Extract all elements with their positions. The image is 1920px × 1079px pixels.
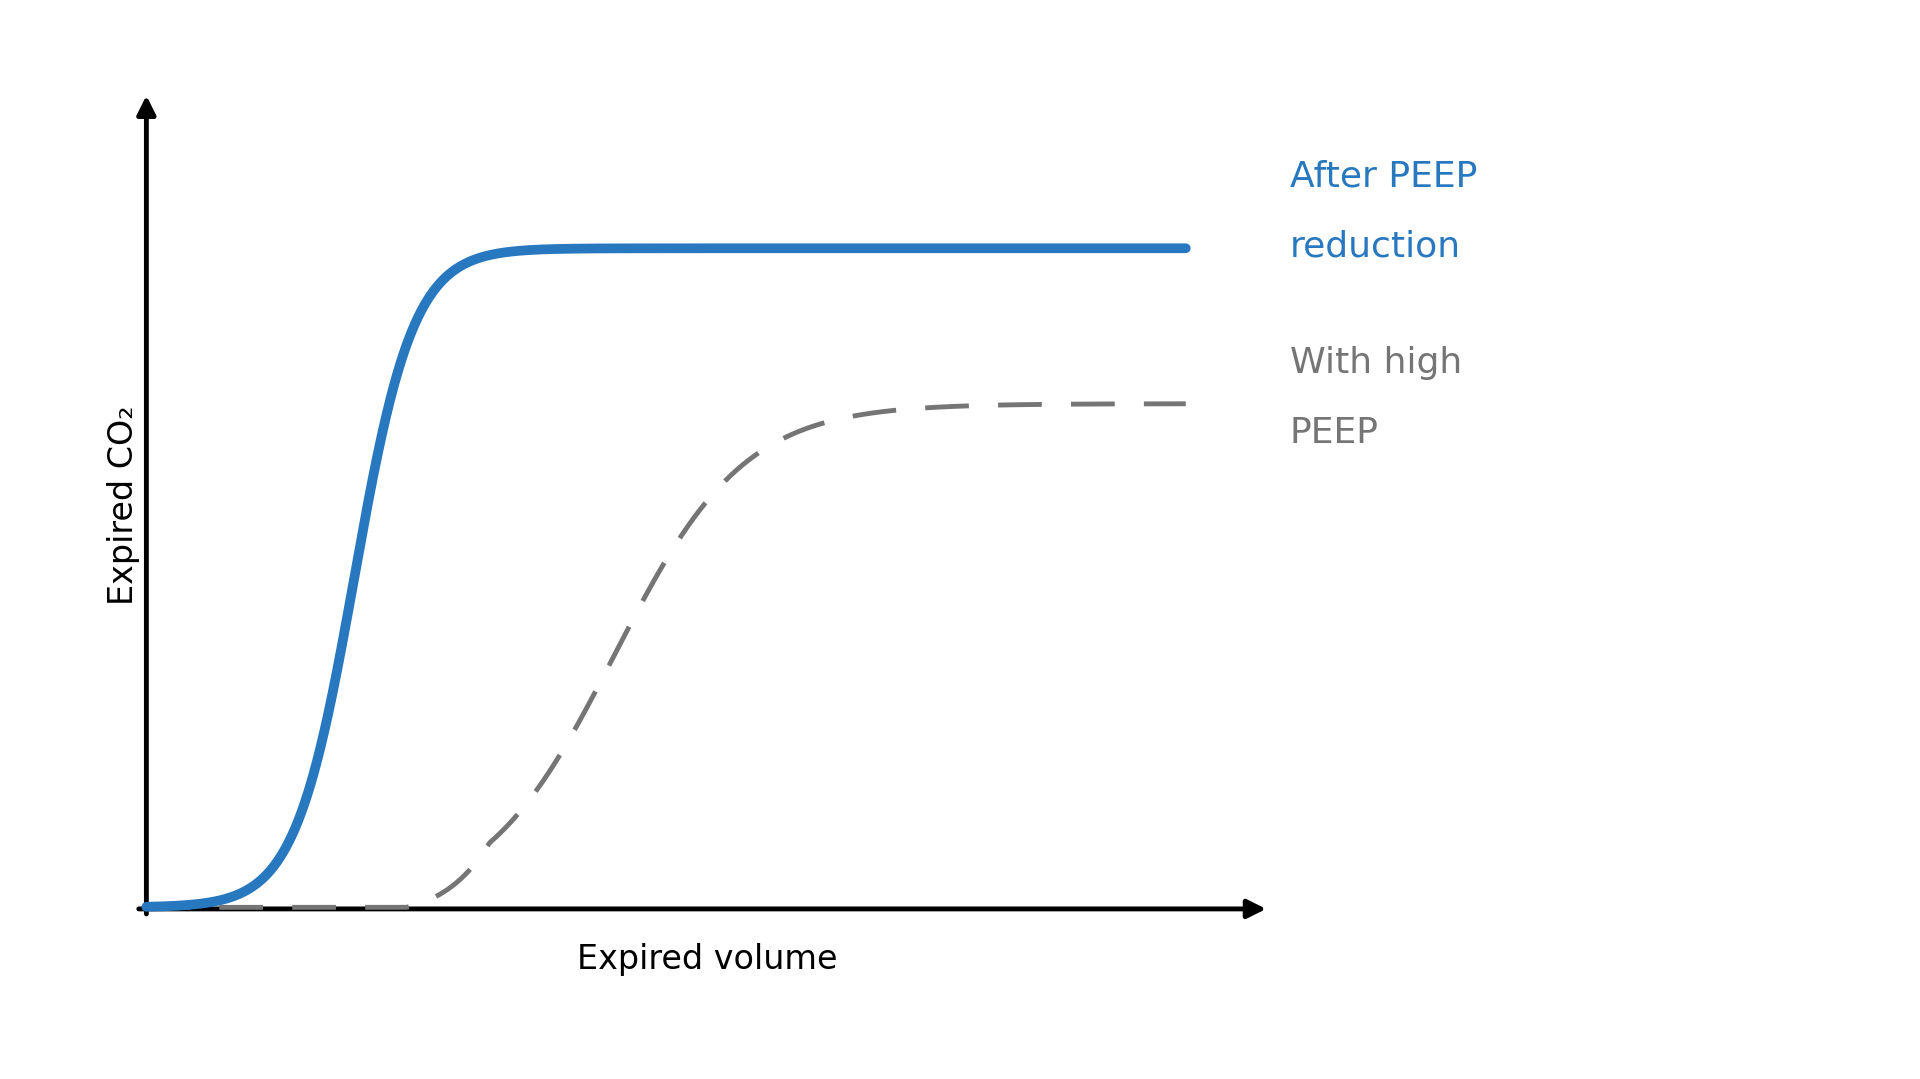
Text: PEEP: PEEP [1290, 416, 1379, 450]
Text: After PEEP: After PEEP [1290, 160, 1476, 194]
Text: reduction: reduction [1290, 230, 1461, 263]
Text: Expired CO₂: Expired CO₂ [108, 405, 140, 604]
Text: With high: With high [1290, 346, 1461, 381]
Text: Expired volume: Expired volume [578, 943, 837, 975]
